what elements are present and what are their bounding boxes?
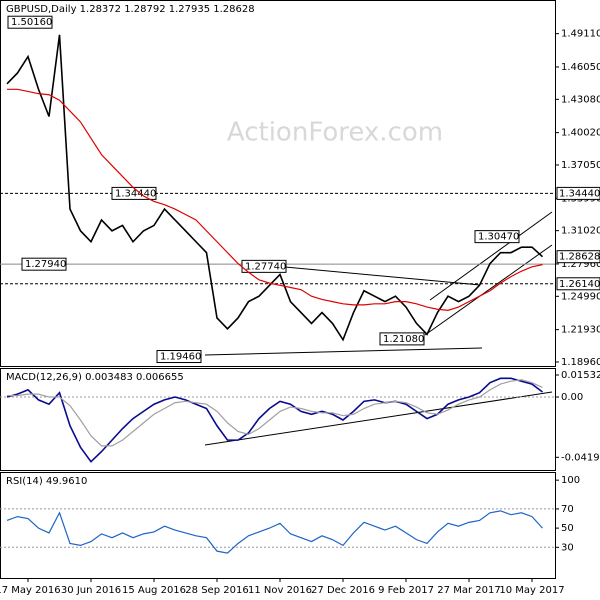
y-tick-label: 0.00 — [561, 392, 583, 403]
y-tick-label: 1.27960 — [561, 259, 600, 270]
price-label: 1.19460 — [160, 352, 201, 363]
price-label-box — [21, 257, 67, 271]
series-line — [6, 377, 543, 463]
price-label: 1.27740 — [245, 261, 286, 272]
y-tick-label: -0.041957 — [561, 452, 600, 463]
y-tick-label: 1.31020 — [561, 226, 600, 237]
series-line — [6, 34, 544, 342]
price-label: 1.21080 — [383, 334, 424, 345]
y-tick-label: 100 — [561, 475, 580, 486]
y-tick-label: 1.18960 — [561, 357, 600, 368]
panel-frame — [0, 368, 556, 471]
panel-title: RSI(14) 49.9610 — [6, 476, 87, 487]
axis-label: 1.26140 — [559, 279, 600, 290]
y-tick-label: 30 — [561, 542, 574, 553]
price-label: 1.34440 — [115, 188, 156, 199]
axis-label: 1.28628 — [559, 252, 600, 263]
price-label: 1.30470 — [478, 232, 519, 243]
trend-line — [204, 347, 483, 356]
series-line — [7, 379, 543, 447]
panel-title: MACD(12,26,9) 0.003483 0.006655 — [6, 372, 184, 383]
panel-frame — [0, 472, 556, 579]
y-tick-label: 1.49110 — [561, 29, 600, 40]
y-tick-label: 1.46050 — [561, 62, 600, 73]
annotation-lines — [204, 211, 553, 446]
y-tick-label: 1.43080 — [561, 94, 600, 105]
price-label: 1.50160 — [11, 17, 52, 28]
x-tick-label: 27 Mar 2017 — [437, 585, 500, 596]
panel-frame — [0, 0, 556, 367]
axis-label-box — [556, 277, 600, 291]
axis-label-box — [556, 250, 600, 264]
trend-line — [204, 391, 553, 446]
series-line — [7, 88, 543, 311]
y-tick-label: 1.37050 — [561, 160, 600, 171]
x-tick-label: 15 Aug 2016 — [122, 585, 186, 596]
trend-line — [284, 266, 481, 286]
x-tick-label: 27 Dec 2016 — [311, 585, 375, 596]
x-tick-label: 9 Feb 2017 — [378, 585, 434, 596]
y-tick-label: 50 — [561, 523, 574, 534]
price-label-box — [474, 230, 520, 244]
x-tick-label: 10 May 2017 — [499, 585, 564, 596]
axis-label-box — [556, 186, 600, 200]
trend-line — [424, 244, 553, 336]
x-tick-label: 30 Jun 2016 — [61, 585, 121, 596]
y-tick-label: 1.40020 — [561, 128, 600, 139]
x-tick-label: 28 Sep 2016 — [185, 585, 248, 596]
price-label: 1.27940 — [25, 259, 66, 270]
trend-line — [429, 211, 553, 301]
series-line — [6, 510, 543, 554]
y-tick-label: 1.21930 — [561, 325, 600, 336]
y-tick-label: 70 — [561, 504, 574, 515]
price-label-box — [156, 350, 202, 364]
watermark: ActionForex.com — [227, 118, 443, 148]
y-tick-label: 0.015325 — [561, 370, 600, 381]
x-tick-label: 17 May 2016 — [0, 585, 61, 596]
panel-title: GBPUSD,Daily 1.28372 1.28792 1.27935 1.2… — [6, 4, 255, 15]
x-tick-label: 11 Nov 2016 — [248, 585, 312, 596]
price-label-box — [379, 332, 425, 346]
y-tick-label: 1.24990 — [561, 291, 600, 302]
price-label-box — [7, 15, 53, 29]
axis-label: 1.34440 — [559, 188, 600, 199]
